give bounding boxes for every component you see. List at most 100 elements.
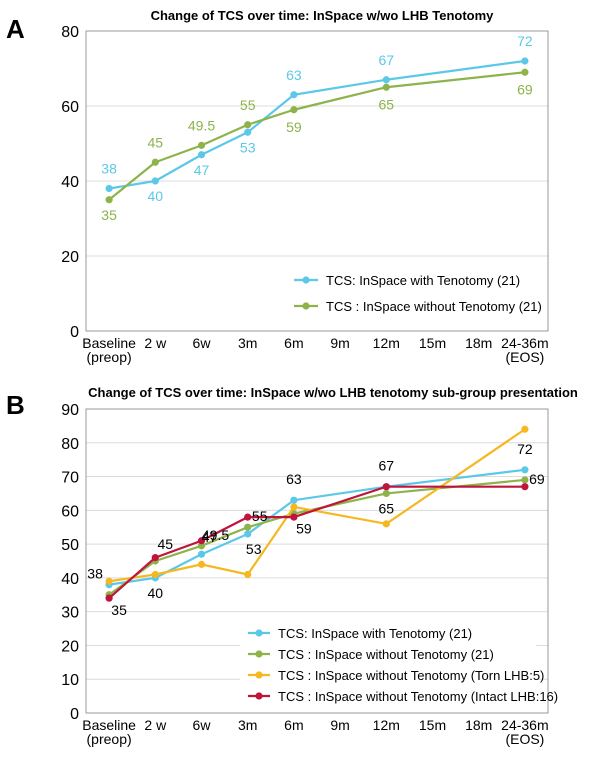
panel-b-letter: B [6,390,25,420]
data-label: 59 [296,521,312,537]
y-tick-label: 20 [61,638,79,655]
data-label: 45 [148,134,164,150]
y-tick-label: 10 [61,672,79,689]
data-label: 40 [148,188,164,204]
x-tick-label: 2 w [144,717,167,733]
x-tick-label: Baseline (preop) [82,335,136,365]
x-tick-label: 6m [284,335,303,351]
x-tick-label: 9m [330,717,349,733]
data-point [105,577,113,585]
y-tick-label: 40 [61,174,79,191]
x-tick-label: 15m [419,335,446,351]
data-point [105,184,113,193]
data-point [290,106,298,114]
x-tick-label: 6w [193,335,212,351]
panel-b-chart: 0 10 20 30 40 50 60 70 80 90 Baseline (preop) 2 w 6w 3… [61,402,558,747]
data-point [521,466,529,474]
data-label: 53 [246,541,262,557]
data-label: 35 [111,602,127,618]
data-point [151,554,159,562]
data-label: 63 [286,67,302,83]
data-label: 65 [379,96,395,112]
data-point [521,425,529,433]
data-point [151,177,159,185]
x-tick-label: 6m [284,717,303,733]
data-label: 35 [101,207,117,223]
data-point [290,503,298,511]
data-label: 69 [517,81,533,97]
legend-entry: TCS : InSpace without Tenotomy (Torn LHB… [278,668,544,683]
data-point [382,489,390,498]
legend-entry: TCS: InSpace with Tenotomy (21) [278,626,472,641]
y-tick-label: 20 [61,249,79,266]
y-tick-label: 0 [70,324,79,341]
data-label: 40 [148,585,164,601]
legend-box [286,270,536,330]
plot-frame [85,30,549,332]
legend-entry: TCS : InSpace without Tenotomy (21) [326,299,542,314]
data-point [151,158,159,166]
x-tick-label: 6w [193,717,212,733]
data-point [197,560,206,568]
y-tick-label: 60 [61,503,79,520]
data-label: 65 [379,500,395,516]
y-tick-label: 60 [61,99,79,116]
legend-swatch-marker [255,629,263,637]
data-point [105,196,113,204]
y-tick-label: 90 [61,402,79,419]
data-point [382,520,390,528]
x-tick-label: 24-36m (EOS) [501,717,548,747]
legend-swatch-marker [255,650,263,658]
legend-entry: TCS: InSpace with Tenotomy (21) [326,273,520,288]
x-tick-label: 15m [419,717,446,733]
data-point [382,483,390,491]
x-tick-label: Baseline (preop) [82,717,136,747]
legend-box [240,623,536,707]
y-tick-label: 80 [61,436,79,453]
panel-a-title: Change of TCS over time: InSpace w/wo LH… [151,8,495,23]
x-tick-label: 12m [373,335,400,351]
panel-b-title: Change of TCS over time: InSpace w/wo LH… [88,385,578,400]
y-tick-label: 80 [61,24,79,41]
data-label: 47 [202,529,218,545]
data-point [244,530,252,538]
x-tick-label: 24-36m (EOS) [501,335,548,365]
legend-swatch-marker [302,276,310,284]
y-tick-label: 50 [61,537,79,554]
data-point [382,76,390,84]
data-label: 53 [240,139,256,155]
data-label: 47 [194,162,210,178]
data-point [290,91,298,99]
data-point [197,151,206,159]
data-point [244,128,252,136]
y-tick-label: 0 [70,706,79,723]
data-point [105,594,113,602]
data-label: 67 [379,52,395,68]
data-point [197,542,206,550]
data-point [290,496,298,504]
data-label: 72 [517,441,533,457]
data-point [521,483,529,491]
series-line [108,428,526,583]
data-label: 67 [379,458,395,474]
data-label: 72 [517,33,533,49]
data-point [244,523,252,531]
data-label: 49.5 [188,117,215,133]
data-label: 38 [101,161,117,177]
series-line [108,59,526,190]
x-tick-label: 18m [465,717,492,733]
data-point [244,570,252,579]
data-label: 55 [252,508,268,524]
panel-a-letter: A [6,14,25,44]
x-tick-label: 12m [373,717,400,733]
x-tick-label: 9m [330,335,349,351]
legend-swatch-marker [255,671,263,679]
data-point [197,550,206,558]
data-point [521,57,529,65]
data-label: 59 [286,119,302,135]
data-point [151,570,159,579]
legend-entry: TCS : InSpace without Tenotomy (21) [278,647,494,662]
data-label: 38 [87,566,103,582]
data-point [521,68,529,76]
